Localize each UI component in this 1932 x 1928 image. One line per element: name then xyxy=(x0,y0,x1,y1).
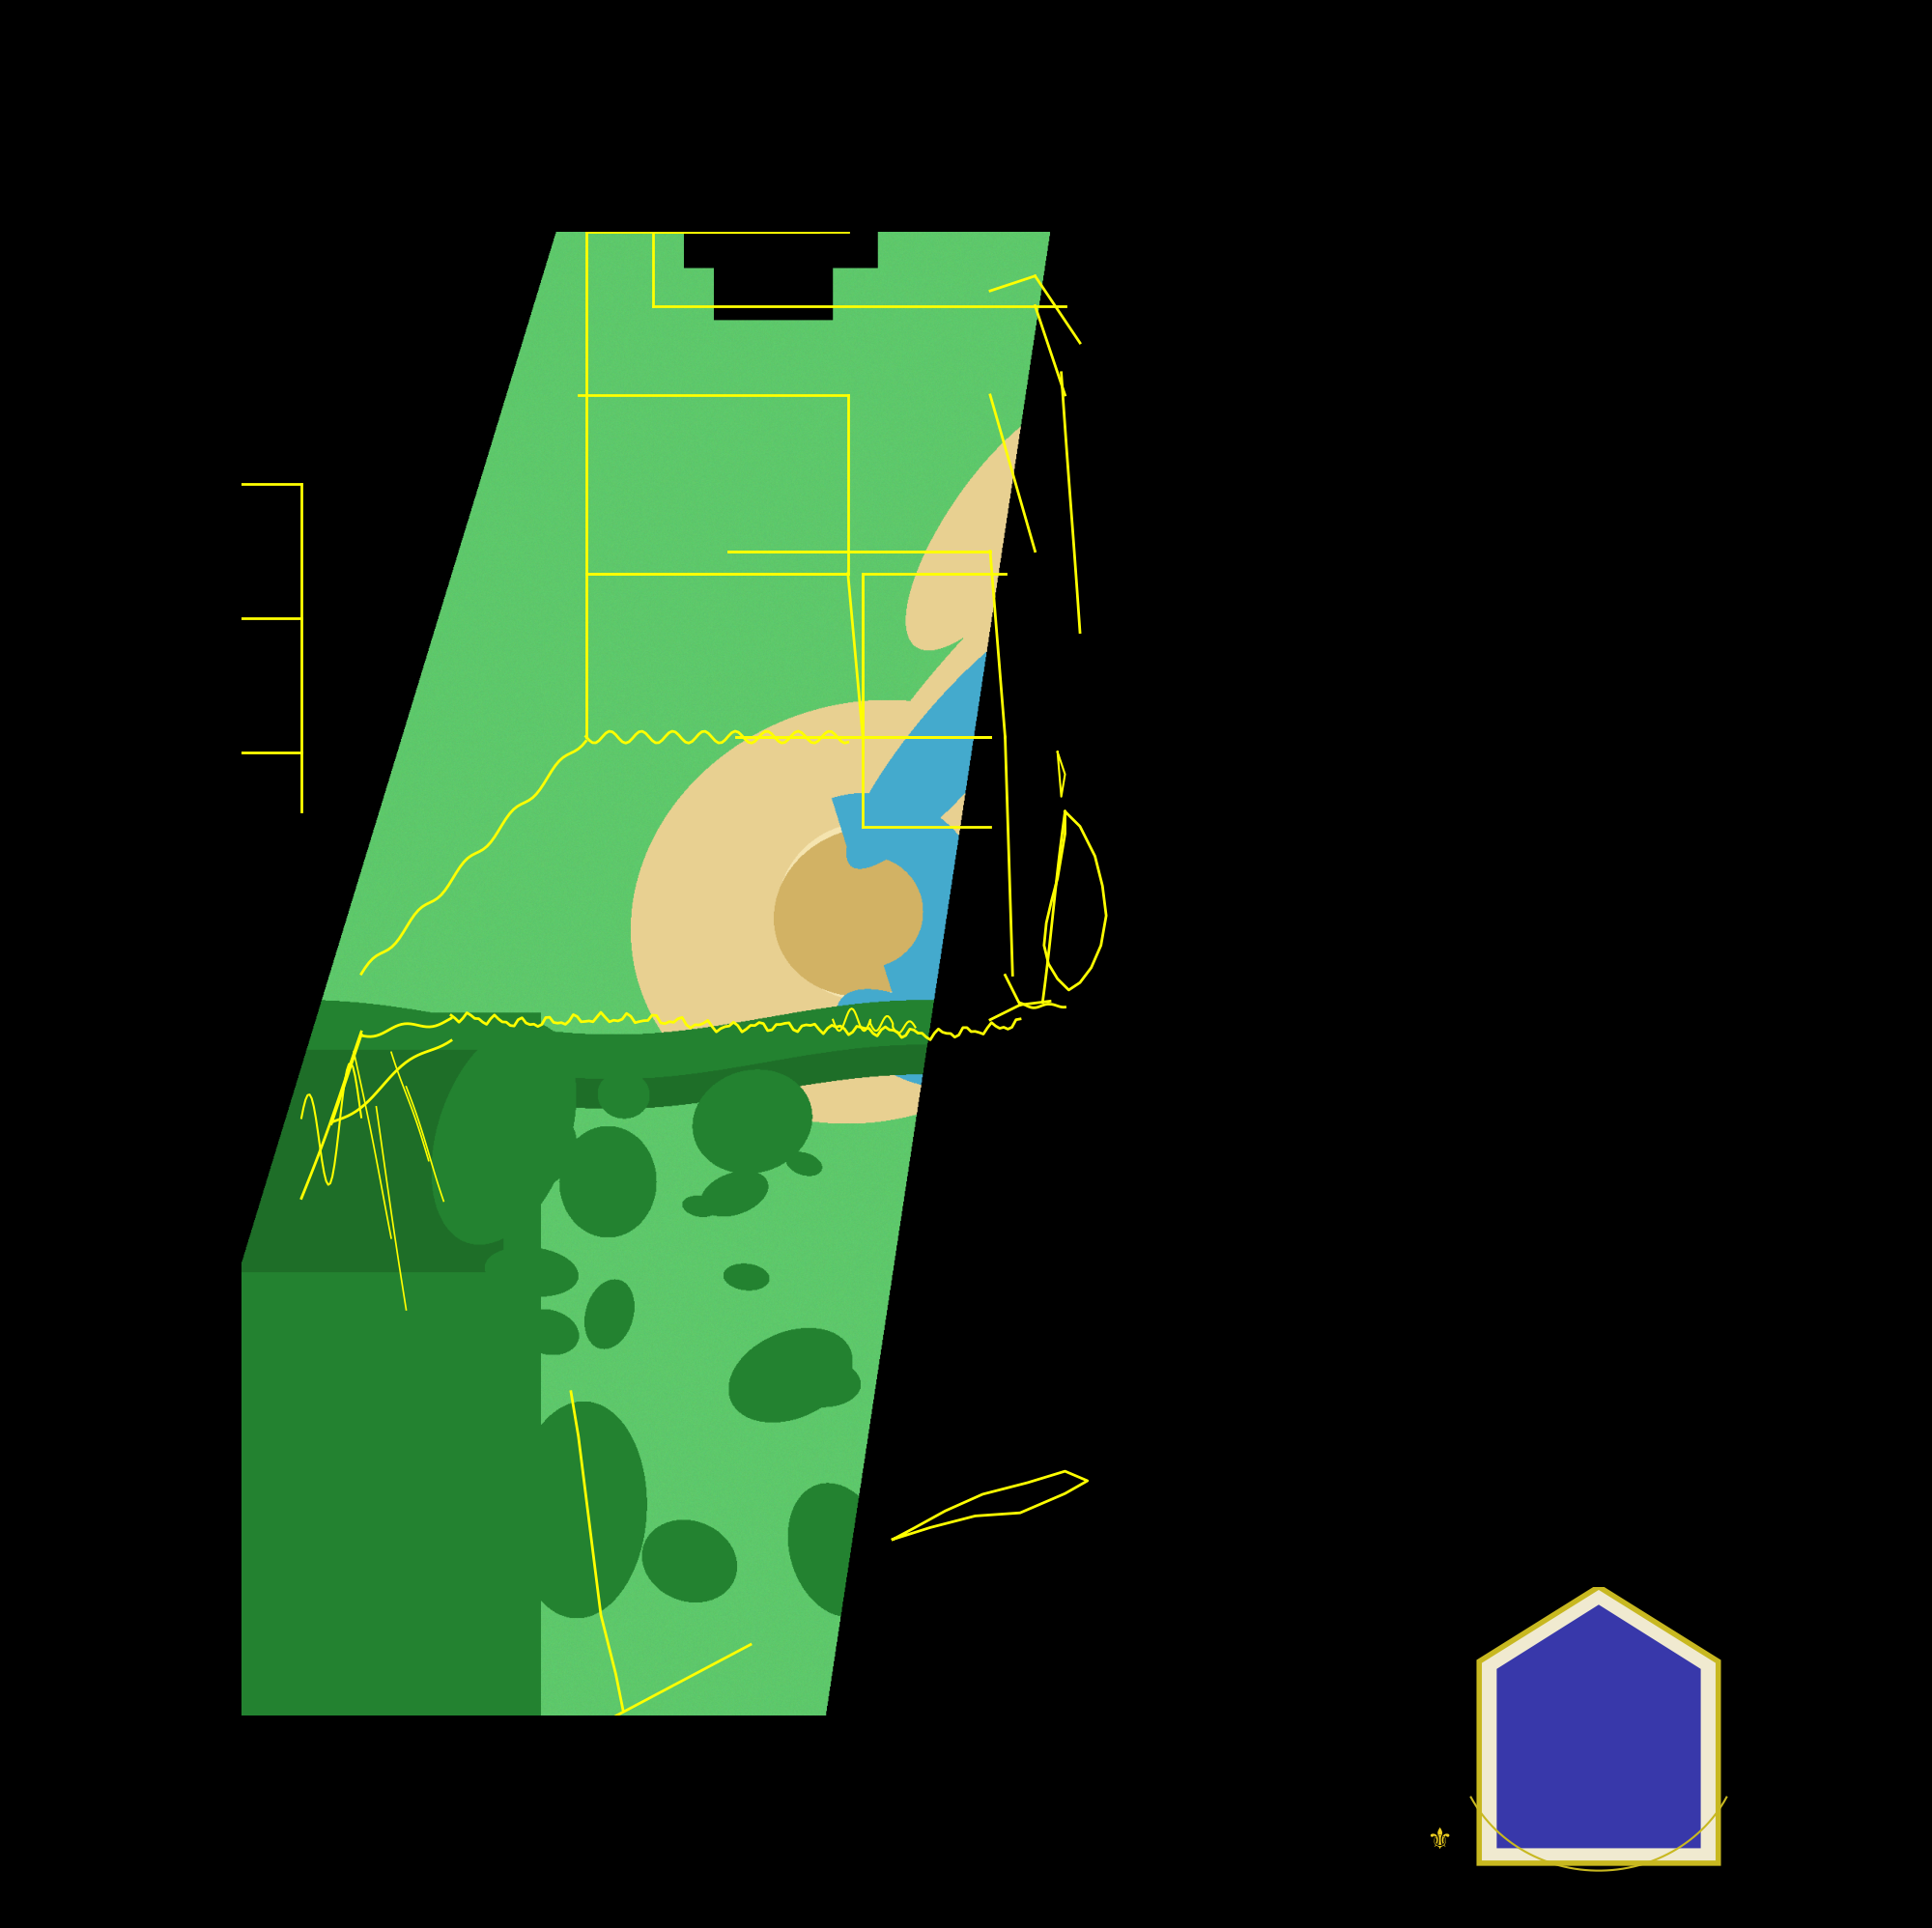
Polygon shape xyxy=(1480,1587,1718,1862)
Text: ⚜: ⚜ xyxy=(1426,1826,1453,1855)
Polygon shape xyxy=(1497,1604,1700,1849)
